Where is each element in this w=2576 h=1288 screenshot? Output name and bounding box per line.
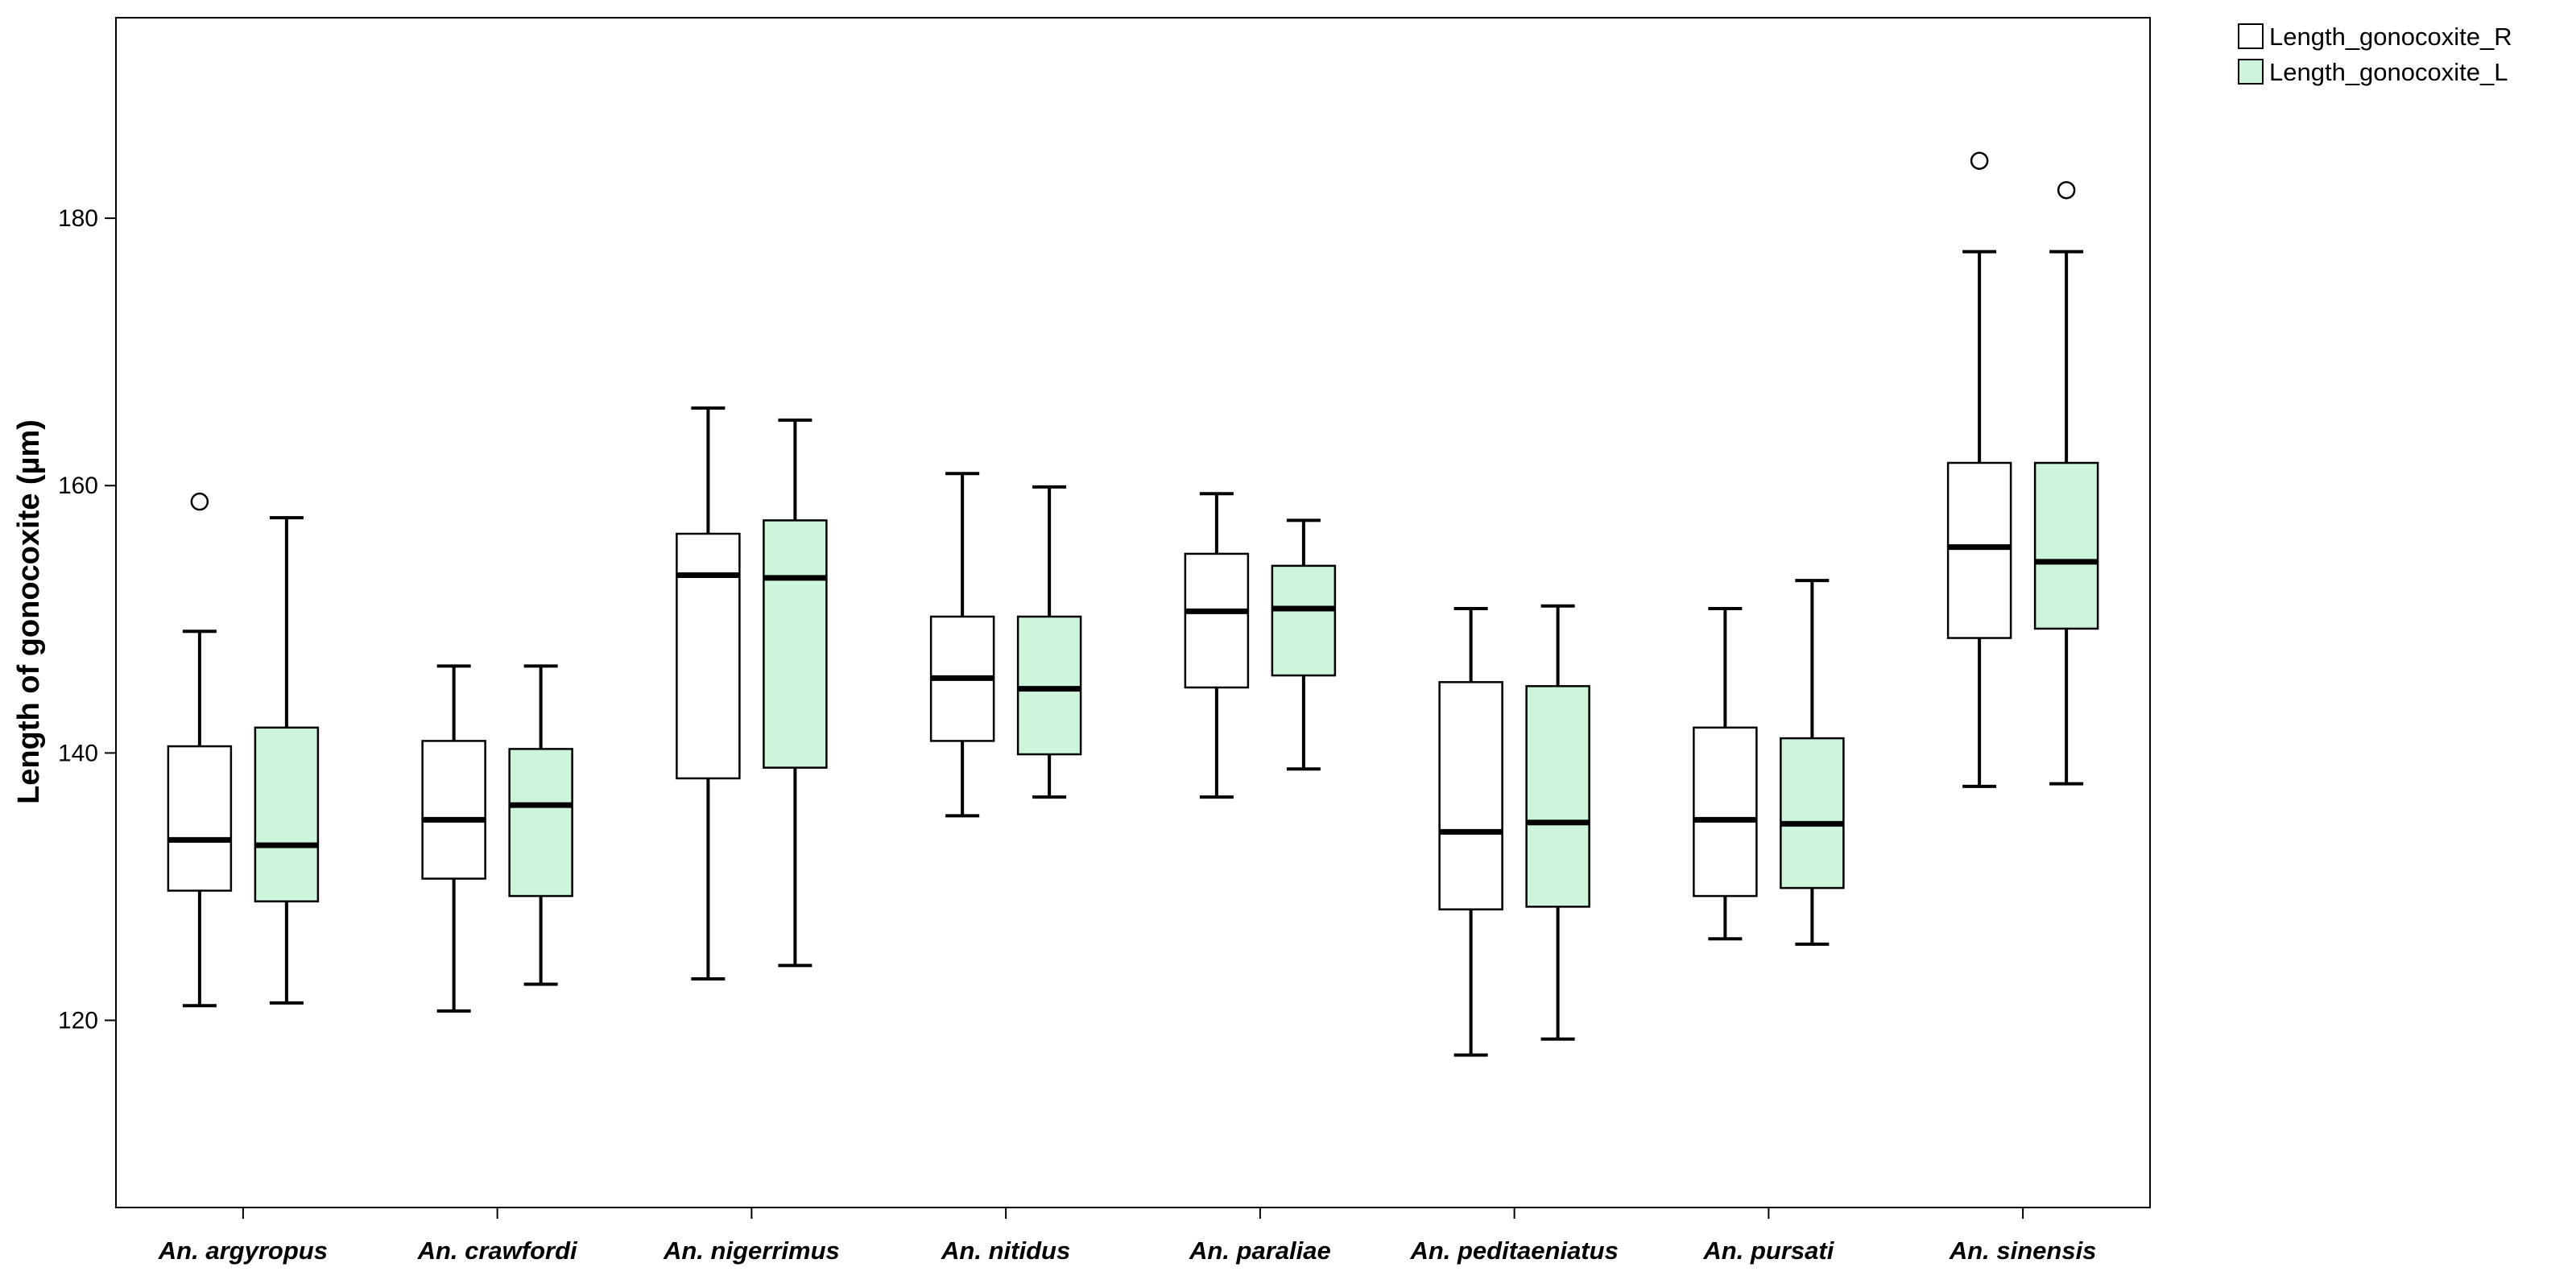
iqr-box	[1438, 681, 1503, 910]
box-l-4	[1271, 518, 1337, 771]
box-r-7	[1946, 151, 2012, 788]
legend-label: Length_gonocoxite_R	[2269, 23, 2512, 51]
boxes-layer	[167, 151, 2099, 1057]
iqr-box	[167, 745, 233, 892]
box-l-6	[1780, 579, 1845, 946]
box-r-0	[167, 492, 233, 1008]
legend-swatch	[2238, 23, 2264, 49]
iqr-box	[1525, 685, 1590, 908]
y-tick-label: 180	[58, 205, 98, 232]
legend-swatch	[2238, 59, 2264, 85]
plot-frame	[115, 17, 2151, 1208]
x-category-label: An. nitidus	[941, 1236, 1070, 1265]
iqr-box	[421, 740, 486, 880]
iqr-box	[1016, 615, 1082, 756]
legend: Length_gonocoxite_R Length_gonocoxite_L	[2238, 23, 2512, 86]
box-l-2	[763, 418, 828, 968]
iqr-box	[1693, 726, 1758, 898]
iqr-box	[2033, 461, 2099, 630]
y-tick-label: 140	[58, 740, 98, 766]
box-l-5	[1525, 604, 1590, 1041]
x-category-label: An. sinensis	[1949, 1236, 2097, 1265]
y-axis-label: Length of gonocoxite (µm)	[12, 419, 46, 804]
box-l-0	[254, 516, 320, 1005]
box-r-6	[1693, 607, 1758, 941]
iqr-box	[676, 532, 741, 780]
box-r-1	[421, 664, 486, 1013]
x-axis: An. argyropus An. crawfordi An. nigerrimus…	[158, 1208, 2097, 1265]
iqr-box	[254, 726, 320, 902]
iqr-box	[763, 519, 828, 769]
iqr-box	[1271, 564, 1337, 677]
iqr-box	[1946, 461, 2012, 639]
box-r-3	[929, 472, 995, 818]
box-r-4	[1184, 492, 1250, 799]
x-category-label: An. crawfordi	[417, 1236, 578, 1265]
outlier-point	[2057, 180, 2076, 200]
box-l-1	[508, 664, 573, 986]
iqr-box	[1184, 552, 1250, 689]
box-r-2	[676, 406, 741, 981]
x-category-label: An. paraliae	[1189, 1236, 1331, 1265]
box-l-3	[1016, 485, 1082, 799]
y-tick-label: 160	[58, 473, 98, 499]
outlier-point	[1970, 151, 1989, 170]
y-tick-label: 120	[58, 1008, 98, 1034]
x-category-label: An. argyropus	[158, 1236, 328, 1265]
x-category-label: An. peditaeniatus	[1409, 1236, 1618, 1265]
y-axis: 120 140 160 180	[58, 205, 116, 1034]
x-category-label: An. nigerrimus	[663, 1236, 840, 1265]
box-r-5	[1438, 607, 1503, 1057]
x-category-label: An. pursati	[1702, 1236, 1834, 1265]
iqr-box	[508, 748, 573, 898]
iqr-box	[1780, 737, 1845, 890]
box-l-7	[2033, 180, 2099, 786]
legend-label: Length_gonocoxite_L	[2269, 58, 2508, 86]
outlier-point	[190, 492, 209, 511]
